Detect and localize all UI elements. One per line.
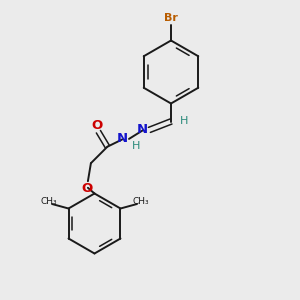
Text: N: N xyxy=(117,132,128,146)
Text: O: O xyxy=(91,118,103,132)
Text: H: H xyxy=(179,116,188,127)
Text: O: O xyxy=(82,182,93,195)
Text: CH₃: CH₃ xyxy=(132,197,149,206)
Text: N: N xyxy=(137,123,148,136)
Text: Br: Br xyxy=(164,13,178,23)
Text: H: H xyxy=(131,141,140,152)
Text: CH₃: CH₃ xyxy=(40,197,57,206)
